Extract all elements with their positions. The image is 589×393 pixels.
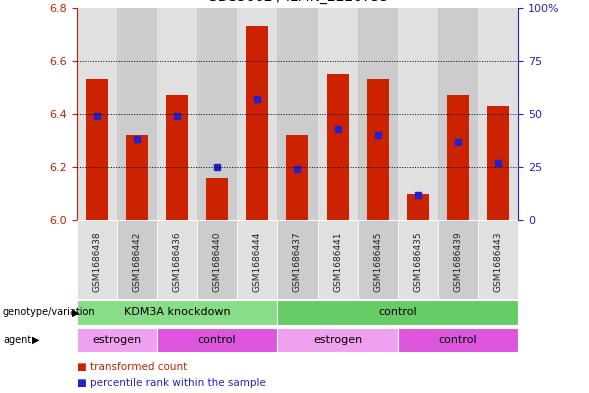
Bar (77, 300, 277, 325)
Bar (197, 8, 237, 220)
Bar (77, 220, 117, 299)
Bar (277, 220, 317, 299)
Bar (317, 8, 358, 220)
Text: ■ percentile rank within the sample: ■ percentile rank within the sample (77, 378, 266, 388)
Bar (237, 220, 277, 299)
Bar (117, 220, 157, 299)
Bar (157, 328, 277, 352)
Bar (326, 74, 349, 220)
Bar (358, 220, 398, 299)
Text: estrogen: estrogen (313, 335, 362, 345)
Text: estrogen: estrogen (92, 335, 141, 345)
Title: GDS5662 / ILMN_2226753: GDS5662 / ILMN_2226753 (207, 0, 388, 4)
Bar (197, 220, 237, 299)
Bar (126, 135, 148, 220)
Bar (358, 8, 398, 220)
Bar (317, 220, 358, 299)
Text: control: control (198, 335, 236, 345)
Bar (157, 8, 197, 220)
Bar (85, 79, 108, 220)
Bar (407, 194, 429, 220)
Text: agent: agent (3, 335, 31, 345)
Bar (206, 178, 228, 220)
Text: GSM1686444: GSM1686444 (253, 232, 262, 292)
Text: GSM1686443: GSM1686443 (494, 232, 503, 292)
Text: GSM1686440: GSM1686440 (213, 232, 221, 292)
Text: GSM1686437: GSM1686437 (293, 232, 302, 292)
Bar (117, 8, 157, 220)
Bar (77, 328, 157, 352)
Text: genotype/variation: genotype/variation (3, 307, 95, 318)
Bar (157, 220, 197, 299)
Text: KDM3A knockdown: KDM3A knockdown (124, 307, 230, 318)
Bar (447, 95, 469, 220)
Text: ▶: ▶ (32, 335, 40, 345)
Bar (246, 26, 269, 220)
Text: GSM1686436: GSM1686436 (173, 232, 181, 292)
Bar (438, 8, 478, 220)
Text: GSM1686435: GSM1686435 (413, 232, 422, 292)
Text: GSM1686445: GSM1686445 (373, 232, 382, 292)
Bar (286, 135, 309, 220)
Bar (237, 8, 277, 220)
Bar (277, 8, 317, 220)
Bar (367, 79, 389, 220)
Bar (487, 106, 509, 220)
Bar (77, 8, 117, 220)
Bar (438, 220, 478, 299)
Text: GSM1686438: GSM1686438 (92, 232, 101, 292)
Text: GSM1686442: GSM1686442 (133, 232, 141, 292)
Bar (277, 300, 518, 325)
Bar (277, 328, 398, 352)
Bar (398, 8, 438, 220)
Bar (398, 220, 438, 299)
Text: GSM1686441: GSM1686441 (333, 232, 342, 292)
Text: ▶: ▶ (72, 307, 80, 318)
Bar (478, 220, 518, 299)
Text: control: control (379, 307, 417, 318)
Bar (166, 95, 188, 220)
Text: ■ transformed count: ■ transformed count (77, 362, 187, 373)
Text: GSM1686439: GSM1686439 (454, 232, 462, 292)
Bar (398, 328, 518, 352)
Text: control: control (439, 335, 478, 345)
Bar (478, 8, 518, 220)
